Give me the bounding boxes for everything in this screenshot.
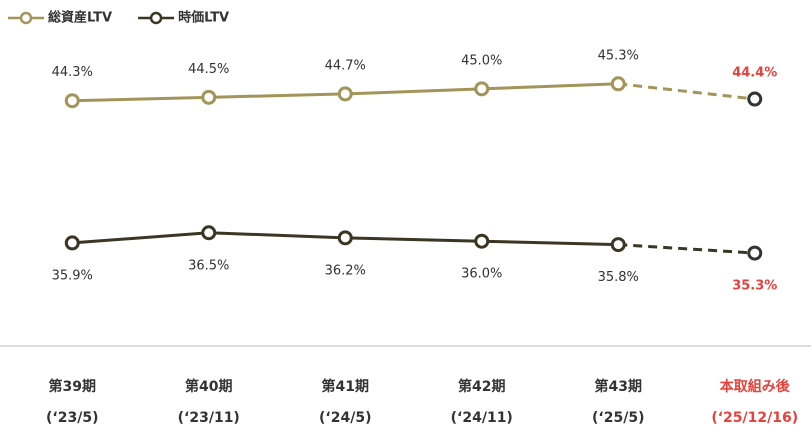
x-tick-label: 本取組み後 [720, 378, 791, 395]
data-label: 36.5% [188, 258, 229, 273]
point-marker [474, 233, 490, 249]
projected-line [618, 243, 755, 255]
x-tick-label: (‘23/5) [46, 410, 98, 426]
x-tick-label: (‘24/5) [319, 410, 371, 426]
legend-marker [19, 11, 33, 25]
x-tick-label: (‘24/11) [451, 410, 513, 426]
data-label: 45.0% [461, 53, 502, 68]
point-marker [610, 76, 626, 92]
data-label: 44.3% [52, 65, 93, 80]
point-marker [474, 81, 490, 97]
x-tick-label: (‘25/5) [592, 410, 644, 426]
point-marker [610, 237, 626, 253]
data-label: 35.8% [598, 270, 639, 285]
point-marker [64, 235, 80, 251]
data-label: 36.2% [325, 263, 366, 278]
legend-label: 時価LTV [178, 10, 229, 26]
point-marker [747, 245, 763, 261]
data-label: 45.3% [598, 48, 639, 63]
data-label: 35.3% [732, 279, 777, 294]
x-tick-label: 第43期 [595, 378, 642, 395]
x-tick-label: (‘25/12/16) [711, 410, 798, 426]
x-tick-label: 第42期 [458, 378, 505, 395]
point-marker [201, 225, 217, 241]
data-label: 44.7% [325, 58, 366, 73]
data-label: 35.9% [52, 268, 93, 283]
point-marker [64, 93, 80, 109]
x-tick-label: 第41期 [322, 378, 369, 395]
legend-marker [149, 11, 163, 25]
legend-label: 総資産LTV [48, 10, 112, 26]
data-label: 44.4% [732, 66, 777, 81]
x-tick-label: 第40期 [185, 378, 232, 395]
data-label: 44.5% [188, 62, 229, 77]
x-tick-label: 第39期 [49, 378, 96, 395]
point-marker [337, 86, 353, 102]
point-marker [747, 91, 763, 107]
projected-line [618, 82, 755, 101]
data-label: 36.0% [461, 267, 502, 282]
x-tick-label: (‘23/11) [178, 410, 240, 426]
point-marker [337, 230, 353, 246]
point-marker [201, 89, 217, 105]
